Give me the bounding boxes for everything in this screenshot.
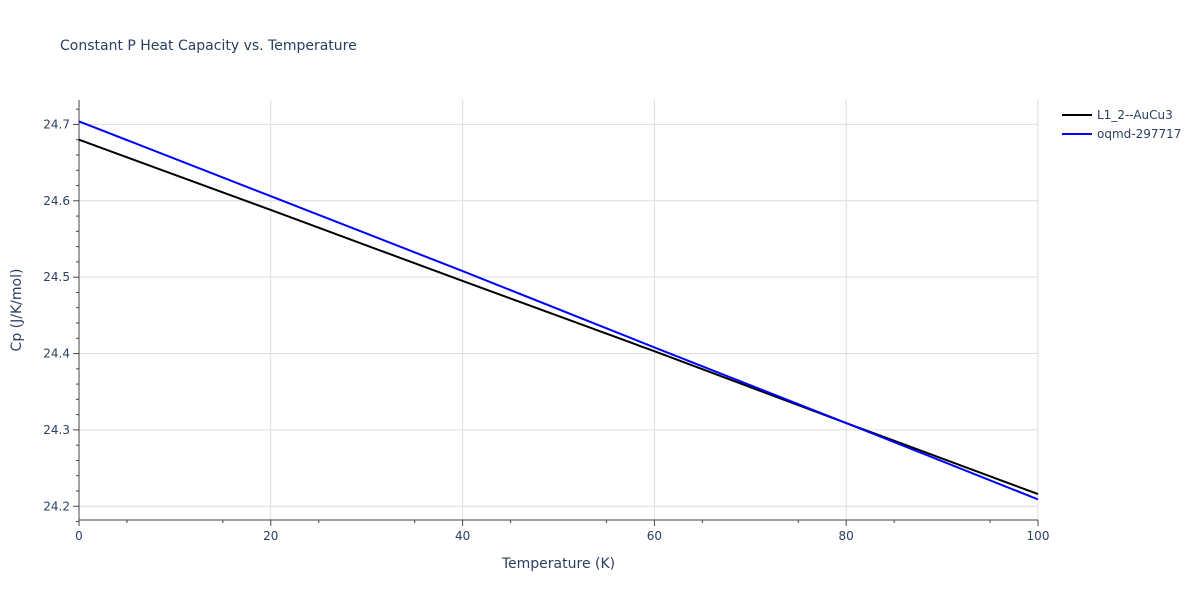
legend-label: oqmd-297717 bbox=[1097, 127, 1181, 141]
x-tick-label: 100 bbox=[1027, 529, 1050, 543]
x-tick-label: 60 bbox=[647, 529, 662, 543]
x-tick-label: 80 bbox=[839, 529, 854, 543]
x-tick-label: 20 bbox=[263, 529, 278, 543]
x-tick-label: 0 bbox=[75, 529, 83, 543]
y-tick-label: 24.6 bbox=[43, 194, 70, 208]
y-tick-label: 24.3 bbox=[43, 423, 70, 437]
y-axis-label: Cp (J/K/mol) bbox=[9, 269, 25, 352]
y-tick-label: 24.2 bbox=[43, 499, 70, 513]
grid bbox=[79, 100, 1039, 520]
axes: 0 20 40 60 80 100 24.2 24.3 24.4 24.5 24.6 24.7 bbox=[43, 100, 1049, 543]
y-tick-label: 24.4 bbox=[43, 347, 70, 361]
legend-label: L1_2--AuCu3 bbox=[1097, 108, 1173, 122]
chart-title: Constant P Heat Capacity vs. Temperature bbox=[60, 38, 357, 54]
y-tick-label: 24.5 bbox=[43, 270, 70, 284]
x-tick-label: 40 bbox=[455, 529, 470, 543]
series-lines bbox=[78, 120, 1039, 501]
legend[interactable]: L1_2--AuCu3 oqmd-297717 bbox=[1062, 108, 1181, 141]
x-axis-label: Temperature (K) bbox=[501, 556, 615, 572]
series-line-L1_2--AuCu3 bbox=[78, 138, 1039, 495]
legend-item[interactable]: oqmd-297717 bbox=[1062, 127, 1181, 141]
series-line-oqmd-297717 bbox=[78, 120, 1039, 501]
legend-item[interactable]: L1_2--AuCu3 bbox=[1062, 108, 1173, 122]
y-tick-label: 24.7 bbox=[43, 117, 70, 131]
